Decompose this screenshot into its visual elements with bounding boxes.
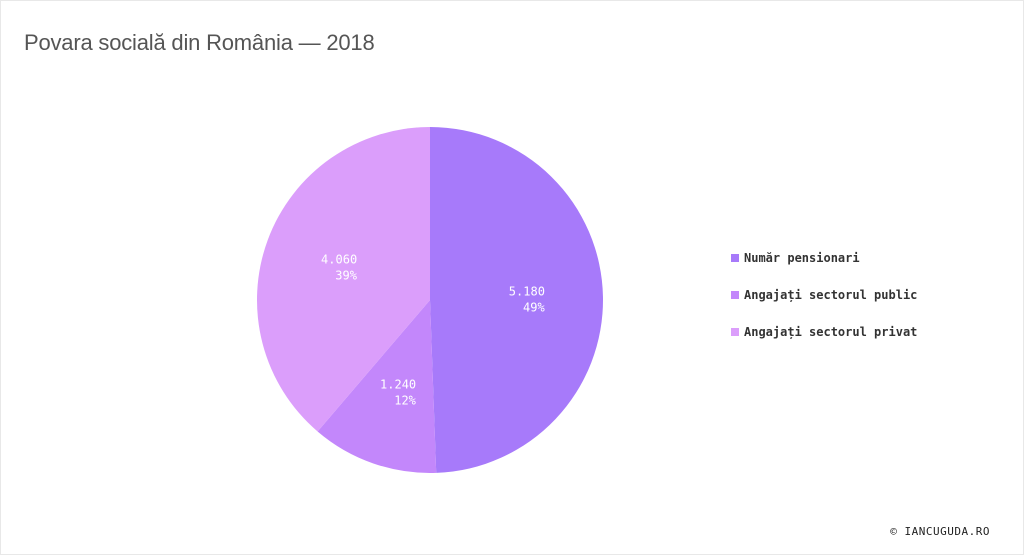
slice-value-label: 5.180 <box>509 284 545 298</box>
slice-value-label: 1.240 <box>380 377 416 391</box>
pie-slice-sectorul-public[interactable] <box>317 300 437 474</box>
chart-title: Povara socială din România — 2018 <box>24 30 375 55</box>
legend-label: Număr pensionari <box>744 250 860 265</box>
legend-label: Angajați sectorul public <box>744 287 918 302</box>
slice-percent-label: 12% <box>394 393 416 407</box>
slice-percent-label: 49% <box>523 300 545 314</box>
pie-slices <box>257 126 604 474</box>
legend: Număr pensionari Angajați sectorul publi… <box>731 248 917 359</box>
legend-label: Angajați sectorul privat <box>744 324 918 339</box>
legend-swatch <box>731 290 739 299</box>
pie-labels: 5.180 49% 1.240 12% 4.060 39% <box>321 252 545 407</box>
pie-slice-sectorul-privat[interactable] <box>257 126 430 432</box>
legend-item-sectorul-privat[interactable]: Angajați sectorul privat <box>731 322 917 341</box>
legend-swatch <box>731 253 739 262</box>
legend-item-sectorul-public[interactable]: Angajați sectorul public <box>731 285 917 304</box>
legend-item-pensionari[interactable]: Număr pensionari <box>731 248 917 267</box>
credit-watermark: © IANCUGUDA.RO <box>890 525 990 538</box>
slice-value-label: 4.060 <box>321 252 357 266</box>
slice-percent-label: 39% <box>335 268 357 282</box>
pie-slice-pensionari[interactable] <box>430 127 604 473</box>
legend-swatch <box>731 327 739 336</box>
